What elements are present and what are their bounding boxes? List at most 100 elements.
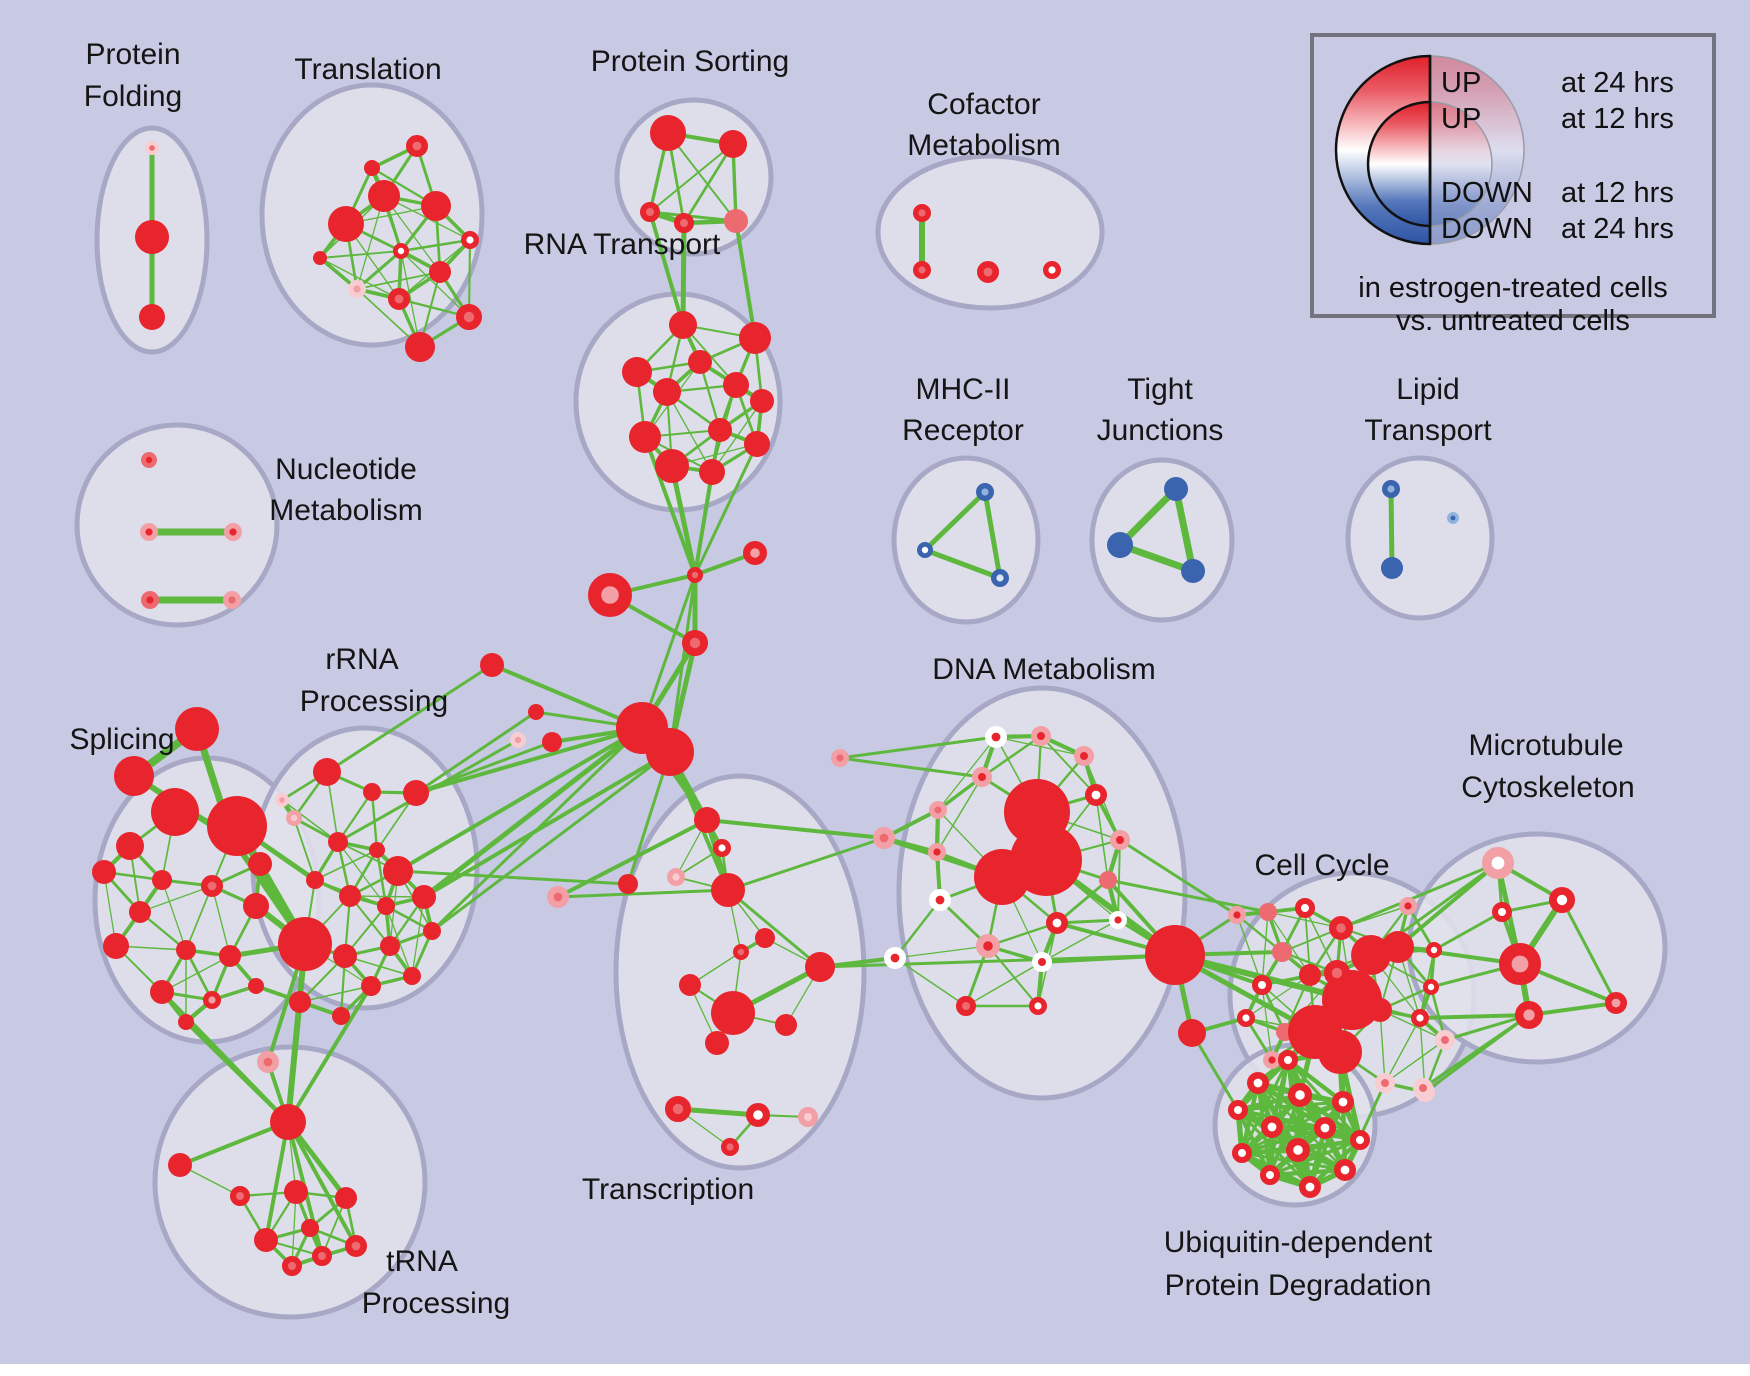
network-node-tn[interactable]: [335, 1187, 357, 1209]
network-node-tc[interactable]: [679, 974, 701, 996]
network-node-rt[interactable]: [750, 389, 774, 413]
network-node-tl[interactable]: [364, 160, 380, 176]
network-node-ub[interactable]: [1287, 1082, 1312, 1107]
network-node-rr[interactable]: [412, 885, 436, 909]
network-node-tj[interactable]: [1164, 477, 1188, 501]
network-node-tc[interactable]: [546, 885, 569, 908]
network-node-cc[interactable]: [1426, 942, 1443, 959]
network-node-rr[interactable]: [333, 944, 357, 968]
network-node-rt[interactable]: [655, 449, 689, 483]
network-node-tn[interactable]: [312, 1246, 332, 1266]
network-node-ub[interactable]: [1314, 1117, 1337, 1140]
network-node-mt[interactable]: [1413, 1078, 1433, 1098]
network-node-cc[interactable]: [1423, 979, 1440, 996]
network-node-dn[interactable]: [929, 801, 948, 820]
network-node-so[interactable]: [175, 707, 219, 751]
network-node-tn[interactable]: [344, 1235, 367, 1258]
network-node-dn[interactable]: [984, 725, 1007, 748]
network-node-cc[interactable]: [1324, 960, 1351, 987]
network-node-cc[interactable]: [1375, 1073, 1395, 1093]
network-node-rr[interactable]: [332, 1007, 350, 1025]
network-node-ub[interactable]: [1334, 1159, 1357, 1182]
network-node-sp[interactable]: [219, 945, 241, 967]
network-node-sp[interactable]: [202, 991, 221, 1010]
network-node-cn[interactable]: [831, 749, 850, 768]
network-node-nm[interactable]: [140, 451, 157, 468]
network-node-cc[interactable]: [1262, 1050, 1281, 1069]
network-node-dn[interactable]: [972, 767, 992, 787]
network-node-ub[interactable]: [1228, 1100, 1248, 1120]
network-node-tj[interactable]: [1181, 559, 1205, 583]
network-node-cn[interactable]: [480, 653, 504, 677]
network-node-mh[interactable]: [976, 483, 995, 502]
network-node-rr[interactable]: [313, 758, 341, 786]
network-node-rr[interactable]: [423, 922, 441, 940]
network-node-cn[interactable]: [542, 732, 562, 752]
network-node-sp[interactable]: [103, 933, 129, 959]
network-node-cn[interactable]: [872, 826, 895, 849]
network-node-rr[interactable]: [339, 885, 361, 907]
network-node-ps[interactable]: [719, 130, 747, 158]
network-node-ub[interactable]: [1332, 1091, 1355, 1114]
network-node-tc[interactable]: [665, 1096, 692, 1123]
network-node-pf[interactable]: [135, 220, 169, 254]
network-node-lp[interactable]: [1381, 557, 1403, 579]
network-node-tl[interactable]: [328, 206, 364, 242]
network-node-rr[interactable]: [285, 810, 302, 827]
network-node-tn[interactable]: [282, 1256, 302, 1276]
network-node-sp[interactable]: [207, 796, 267, 856]
network-node-tl[interactable]: [348, 280, 367, 299]
network-node-cc[interactable]: [1272, 942, 1292, 962]
network-node-tn[interactable]: [270, 1104, 306, 1140]
network-node-cf[interactable]: [1042, 261, 1061, 280]
network-node-ps[interactable]: [674, 213, 694, 233]
network-node-cf[interactable]: [913, 203, 932, 222]
network-node-dn[interactable]: [1074, 746, 1094, 766]
network-node-cc[interactable]: [1318, 1030, 1362, 1074]
network-node-dn[interactable]: [1108, 911, 1127, 930]
network-node-sp[interactable]: [248, 978, 264, 994]
network-node-tl[interactable]: [455, 303, 482, 330]
network-node-rt[interactable]: [739, 322, 771, 354]
network-node-dn[interactable]: [974, 849, 1030, 905]
network-node-sp[interactable]: [92, 860, 116, 884]
network-node-tc[interactable]: [705, 1031, 729, 1055]
network-node-cc[interactable]: [1295, 898, 1315, 918]
network-node-rt[interactable]: [744, 431, 770, 457]
network-node-rr[interactable]: [278, 917, 332, 971]
network-node-tc[interactable]: [805, 952, 835, 982]
network-node-rr[interactable]: [377, 897, 395, 915]
network-node-sp[interactable]: [248, 852, 272, 876]
network-node-rt[interactable]: [653, 378, 681, 406]
network-node-ub[interactable]: [1260, 1165, 1280, 1185]
network-node-cc[interactable]: [1259, 903, 1277, 921]
network-node-rr[interactable]: [383, 856, 413, 886]
network-node-rt[interactable]: [688, 350, 712, 374]
network-node-tl[interactable]: [461, 230, 480, 249]
network-node-mt[interactable]: [1482, 846, 1515, 879]
network-node-pf[interactable]: [145, 141, 160, 156]
network-node-tn[interactable]: [254, 1228, 278, 1252]
network-node-tc[interactable]: [798, 1107, 818, 1127]
network-node-tc[interactable]: [775, 1014, 797, 1036]
network-node-cc[interactable]: [1252, 975, 1272, 995]
network-node-ps[interactable]: [640, 202, 660, 222]
network-node-ub[interactable]: [1285, 1137, 1310, 1162]
network-node-cn[interactable]: [687, 567, 704, 584]
network-node-tl[interactable]: [429, 261, 451, 283]
network-node-rt[interactable]: [622, 357, 652, 387]
network-node-ps[interactable]: [650, 115, 686, 151]
network-node-so[interactable]: [114, 756, 154, 796]
network-node-ub[interactable]: [1247, 1072, 1270, 1095]
network-node-tc[interactable]: [694, 807, 720, 833]
network-node-tc[interactable]: [721, 1137, 740, 1156]
network-node-nm[interactable]: [140, 591, 159, 610]
network-node-cc[interactable]: [1351, 935, 1391, 975]
network-node-tc[interactable]: [733, 944, 750, 961]
network-node-dn[interactable]: [1046, 911, 1069, 934]
network-node-sp[interactable]: [176, 940, 196, 960]
network-node-ub[interactable]: [1261, 1116, 1284, 1139]
network-node-rt[interactable]: [669, 311, 697, 339]
network-node-tl[interactable]: [421, 191, 451, 221]
network-node-rr[interactable]: [380, 936, 400, 956]
